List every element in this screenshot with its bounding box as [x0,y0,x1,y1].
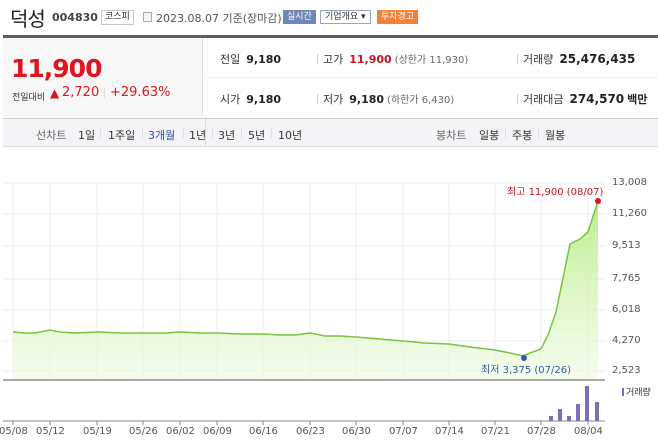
stock-code: 004830 [52,11,98,24]
y-tick: 6,018 [612,304,641,315]
row-divider [204,77,658,78]
stock-header: 덕성 004830 코스피 2023.08.07 기준(장마감) 실시간 기업개… [0,0,658,34]
price-summary: 11,900 전일대비 ▲ 2,720 +29.63% [3,38,203,116]
high-marker [595,198,601,204]
volume-label: 거래량 [523,53,554,66]
x-tick: 05/12 [36,426,65,437]
x-tick: 05/08 [0,426,28,437]
divider [517,54,518,64]
volume: 거래량 25,476,435 [523,51,635,67]
stock-name: 덕성 [10,7,46,31]
calendar-icon [143,12,152,22]
divider [505,129,506,138]
x-tick: 05/19 [83,426,112,437]
x-tick: 05/26 [129,426,158,437]
low-price: 저가 9,180 (하한가 6,430) [323,91,454,107]
prev-close: 전일 9,180 [220,51,281,67]
tab-3month[interactable]: 3개월 [148,129,176,142]
y-tick: 11,260 [612,208,647,219]
x-tick: 08/04 [574,426,603,437]
tab-1week[interactable]: 1주일 [108,129,136,142]
divider [317,54,318,64]
low-label: 저가 [323,93,344,106]
y-tick: 7,765 [612,273,641,284]
divider [317,94,318,104]
divider [212,129,213,138]
divider [271,129,272,138]
company-info-dropdown[interactable]: 기업개요 ▾ [320,10,371,24]
tab-3year[interactable]: 3년 [218,129,236,142]
change-percent: +29.63% [110,85,171,100]
trade-amount: 거래대금 274,570 백만 [523,91,647,107]
candle-chart-label: 봉차트 [436,129,467,142]
high-label: 고가 [323,53,344,66]
amount-value: 274,570 [569,92,625,106]
tab-weekly-candle[interactable]: 주봉 [512,129,533,142]
volume-legend-label: 거래량 [626,388,651,398]
price-chart[interactable]: 13,008 11,260 9,513 7,765 6,018 4,270 2,… [0,148,658,445]
high-price: 고가 11,900 (상한가 11,930) [323,51,468,67]
up-triangle-icon: ▲ [50,86,60,100]
chart-canvas [3,182,605,425]
amount-unit: 백만 [627,93,648,106]
line-chart-label: 선차트 [36,129,67,142]
prev-close-value: 9,180 [246,53,282,66]
y-tick: 9,513 [612,240,641,251]
divider [538,129,539,138]
header-divider [3,35,658,38]
volume-legend: 거래량 [622,385,651,398]
open-label: 시가 [220,93,241,106]
x-tick: 07/28 [527,426,556,437]
change-value: 2,720 [62,85,100,100]
open-price: 시가 9,180 [220,91,281,107]
divider [183,129,184,138]
y-tick: 13,008 [612,177,647,188]
x-tick: 06/30 [342,426,371,437]
lower-limit: (하한가 6,430) [387,95,455,106]
current-price: 11,900 [11,54,102,83]
prev-close-label: 전일 [220,53,241,66]
volume-swatch [622,388,624,396]
y-tick: 4,270 [612,335,641,346]
low-marker [521,355,527,361]
tab-monthly-candle[interactable]: 월봉 [545,129,566,142]
divider [142,129,143,138]
high-value: 11,900 [349,53,392,66]
low-value: 9,180 [349,93,385,106]
x-tick: 06/09 [203,426,232,437]
divider [517,94,518,104]
base-date: 2023.08.07 기준(장마감) [156,12,282,25]
realtime-button[interactable]: 실시간 [283,10,316,24]
low-annotation: 최저 3,375 (07/26) [481,365,572,376]
market-badge: 코스피 [101,10,134,25]
upper-limit: (상한가 11,930) [394,55,469,66]
x-tick: 07/21 [481,426,510,437]
tab-daily-candle[interactable]: 일봉 [479,129,500,142]
y-tick: 2,523 [612,365,641,376]
divider [205,119,206,147]
chart-period-bar: 선차트 1일 1주일 3개월 1년 3년 5년 10년 봉차트 일봉 주봉 월봉 [3,118,658,147]
x-tick: 06/02 [166,426,195,437]
divider [104,88,105,98]
open-value: 9,180 [246,93,282,106]
x-tick: 07/14 [435,426,464,437]
x-tick: 06/16 [249,426,278,437]
investment-warning-badge[interactable]: 투자경고 [377,10,419,24]
tab-5year[interactable]: 5년 [248,129,266,142]
amount-label: 거래대금 [523,93,564,106]
tab-1day[interactable]: 1일 [78,129,96,142]
high-annotation: 최고 11,900 (08/07) [507,187,604,198]
change-label: 전일대비 [12,93,46,103]
x-tick: 07/07 [389,426,418,437]
price-info-grid: 전일 9,180 고가 11,900 (상한가 11,930) 거래량 25,476,4… [204,38,658,116]
divider [100,129,101,138]
divider [241,129,242,138]
tab-1year[interactable]: 1년 [189,129,207,142]
x-tick: 06/23 [296,426,325,437]
volume-value: 25,476,435 [559,52,636,66]
tab-10year[interactable]: 10년 [278,129,303,142]
